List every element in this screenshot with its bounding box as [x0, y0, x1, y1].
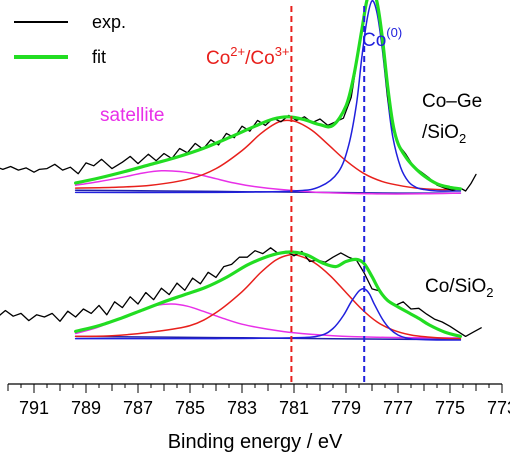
sample-label-cogesio2-line1: Co–Ge: [422, 91, 482, 112]
plot-area: [0, 0, 482, 382]
series-exp-co-ge-sio2: [0, 0, 477, 192]
x-axis-title: Binding energy / eV: [168, 431, 343, 453]
x-axis: 791 789 787 785 783 781 779 777 775 773: [7, 383, 510, 418]
sample-label-cogesio2-main: /SiO: [422, 122, 459, 143]
co-metal-label: Co(0): [362, 25, 402, 51]
co-oxide-label: Co2+/Co3+: [206, 44, 290, 69]
co-metal-label-base: Co: [362, 30, 386, 51]
co-oxide-label-sup1: 2+: [230, 44, 245, 59]
co-oxide-label-sup2: 3+: [275, 44, 290, 59]
x-tick-label-779: 779: [331, 398, 361, 418]
x-tick-label-773: 773: [487, 398, 510, 418]
x-tick-label-777: 777: [383, 398, 413, 418]
series-satellite-co-ge-sio2: [74, 169, 462, 195]
co-metal-label-sup: (0): [386, 25, 402, 40]
sample-label-cogesio2-sub: 2: [459, 131, 466, 146]
x-tick-label-775: 775: [435, 398, 465, 418]
sample-label-cosio2-main: Co/SiO: [425, 276, 486, 297]
series-fit-co-ge-sio2: [74, 0, 462, 191]
co-oxide-label-slash: /Co: [245, 48, 275, 69]
series-co-0-co-ge-sio2: [74, 0, 462, 194]
x-tick-label-783: 783: [227, 398, 257, 418]
legend-label-fit: fit: [92, 47, 106, 67]
x-tick-label-791: 791: [19, 398, 49, 418]
sample-label-cosio2-sub: 2: [486, 285, 493, 300]
series-co2-co3-co-sio2: [74, 253, 462, 340]
series-exp-co-sio2: [0, 247, 482, 338]
series-co2-co3-co-ge-sio2: [74, 119, 462, 191]
x-tick-label-785: 785: [175, 398, 205, 418]
x-tick-label-787: 787: [123, 398, 153, 418]
legend-label-exp: exp.: [92, 12, 126, 32]
annotations: Co2+/Co3+ Co(0) satellite Co–Ge /SiO2 Co…: [100, 25, 493, 300]
satellite-label: satellite: [100, 105, 164, 126]
legend: exp. fit: [14, 12, 126, 67]
sample-label-cosio2: Co/SiO2: [425, 276, 493, 300]
x-tick-label-789: 789: [71, 398, 101, 418]
panel-co-ge-sio2: [0, 0, 477, 195]
series-fit-co-sio2: [74, 250, 462, 338]
x-axis-ticks: 791 789 787 785 783 781 779 777 775 773: [7, 384, 510, 418]
co-oxide-label-base: Co: [206, 48, 230, 69]
panel-co-sio2: [0, 247, 482, 341]
sample-label-cogesio2-line2: /SiO2: [422, 122, 466, 146]
x-tick-label-781: 781: [279, 398, 309, 418]
